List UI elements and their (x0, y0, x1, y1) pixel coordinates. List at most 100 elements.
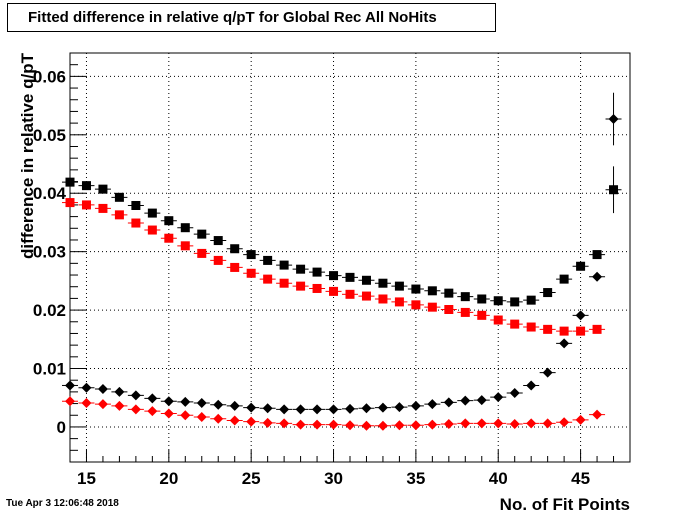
data-point-diamond (163, 396, 174, 407)
data-point-diamond (65, 396, 75, 407)
data-point-square (230, 262, 240, 272)
x-tick-label: 35 (406, 469, 425, 488)
data-point-square (510, 319, 520, 329)
data-point-diamond (377, 420, 388, 431)
data-point-diamond (361, 420, 372, 431)
data-point-diamond (410, 400, 421, 411)
grid-lines (70, 53, 630, 462)
data-point-diamond (229, 415, 240, 426)
data-point-square (180, 223, 190, 233)
data-point-square (609, 185, 619, 195)
x-tick-label: 45 (571, 469, 590, 488)
data-point-square (592, 250, 602, 260)
data-point-diamond (394, 420, 405, 431)
data-point-diamond (608, 114, 619, 125)
data-point-square (213, 236, 223, 246)
data-point-square (394, 297, 404, 307)
data-point-square (526, 295, 536, 305)
data-point-square (147, 225, 157, 235)
data-point-diamond (147, 406, 158, 417)
series-3 (62, 396, 606, 431)
data-point-diamond (246, 416, 257, 427)
data-point-square (296, 264, 306, 274)
data-point-diamond (130, 390, 141, 401)
data-point-diamond (295, 404, 306, 415)
data-point-diamond (114, 400, 125, 411)
data-point-diamond (130, 404, 141, 415)
y-tick-label: 0 (57, 418, 66, 437)
data-point-square (411, 284, 421, 294)
data-point-diamond (229, 400, 240, 411)
data-point-diamond (147, 393, 158, 404)
data-point-square (460, 307, 470, 317)
data-point-square (263, 255, 273, 265)
data-point-square (98, 203, 108, 213)
data-point-diamond (476, 395, 487, 406)
data-point-square (263, 274, 273, 284)
data-point-diamond (377, 402, 388, 413)
data-point-square (444, 305, 454, 315)
data-point-square (329, 271, 339, 281)
data-point-square (65, 198, 75, 208)
data-point-diamond (427, 419, 438, 430)
x-tick-label: 30 (324, 469, 343, 488)
data-point-diamond (526, 418, 537, 429)
data-point-square (279, 260, 289, 270)
data-point-diamond (213, 413, 224, 424)
data-point-square (329, 286, 339, 296)
y-tick-label: 0.03 (33, 243, 66, 262)
data-point-diamond (410, 420, 421, 431)
data-point-diamond (575, 414, 586, 425)
data-point-diamond (509, 388, 520, 399)
data-point-diamond (163, 408, 174, 419)
data-point-square (394, 281, 404, 291)
data-point-square (197, 229, 207, 239)
tick-labels: 15 20 25 30 35 40 45 0 0.01 0.02 0.03 0.04 0.05 0.06 (33, 67, 590, 488)
data-point-diamond (592, 271, 603, 282)
data-series (62, 92, 622, 431)
data-point-square (312, 267, 322, 277)
data-point-square (131, 200, 141, 210)
data-point-square (559, 326, 569, 336)
data-point-diamond (460, 395, 471, 406)
data-point-diamond (262, 417, 273, 428)
data-point-square (460, 292, 470, 302)
data-point-diamond (443, 397, 454, 408)
data-point-diamond (493, 418, 504, 429)
data-point-square (312, 283, 322, 293)
x-tick-label: 25 (242, 469, 261, 488)
data-point-diamond (427, 399, 438, 410)
y-tick-label: 0.02 (33, 301, 66, 320)
data-point-square (164, 233, 174, 243)
data-point-diamond (345, 403, 355, 414)
data-point-diamond (443, 419, 454, 430)
data-point-square (164, 216, 174, 226)
data-point-diamond (262, 403, 273, 414)
data-point-square (114, 192, 124, 202)
data-point-diamond (328, 404, 339, 415)
data-point-square (493, 315, 503, 325)
data-point-diamond (493, 392, 504, 403)
series-2 (62, 92, 622, 415)
x-tick-label: 40 (489, 469, 508, 488)
data-point-square (279, 278, 289, 288)
data-point-diamond (328, 419, 339, 430)
data-point-diamond (97, 383, 108, 394)
x-axis-title: No. of Fit Points (500, 495, 630, 514)
data-point-diamond (526, 380, 537, 391)
data-point-square (510, 297, 520, 307)
data-point-diamond (213, 399, 224, 410)
data-point-square (197, 248, 207, 258)
data-point-square (345, 289, 355, 299)
data-point-square (444, 288, 454, 298)
data-point-square (345, 272, 355, 282)
data-point-square (378, 278, 388, 288)
data-point-square (559, 274, 569, 284)
data-point-diamond (246, 402, 257, 413)
axis-ticks (69, 52, 631, 463)
chart-title-box: Fitted difference in relative q/pT for G… (7, 3, 496, 32)
data-point-diamond (295, 419, 306, 430)
data-point-square (361, 291, 371, 301)
x-tick-label: 20 (159, 469, 178, 488)
